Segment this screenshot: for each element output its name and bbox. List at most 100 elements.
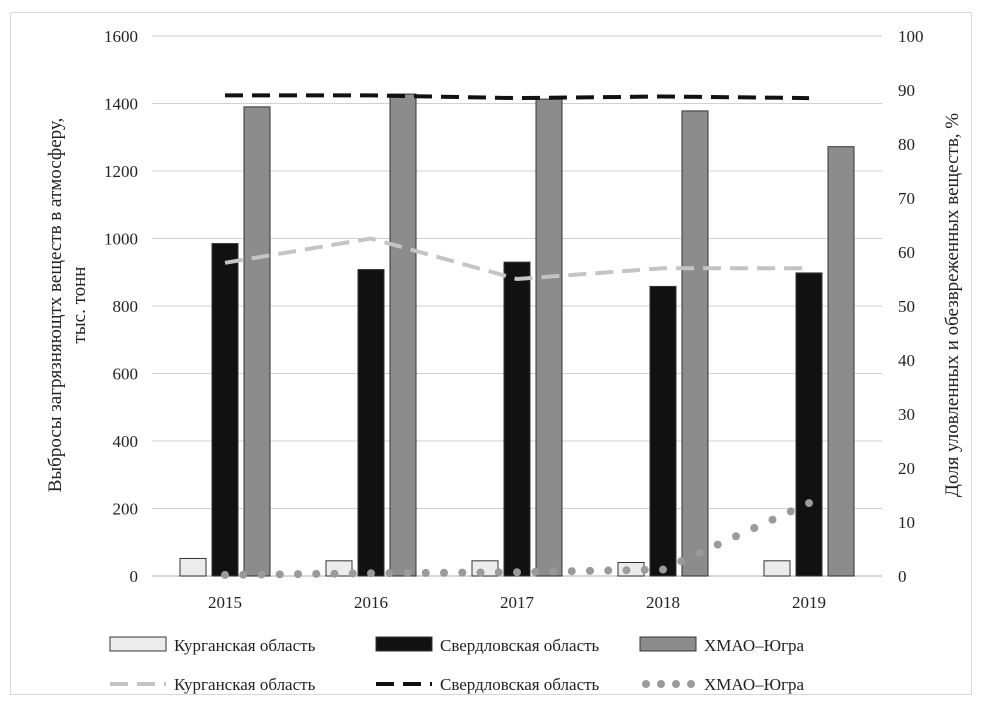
left-axis-title-line2: тыс. тонн	[69, 267, 90, 344]
left-axis-ticks: 0 200 400 600 800 1000 1200 1400 1600	[104, 27, 138, 586]
x-tick-label: 2016	[354, 593, 388, 612]
line-marker-hmao	[695, 548, 704, 557]
line-marker-hmao	[275, 570, 284, 579]
right-tick-label: 30	[898, 405, 915, 424]
left-axis-title-line1: Выбросы загрязняющтх веществ в атмосферу…	[45, 118, 66, 493]
bar	[503, 261, 531, 577]
bar	[357, 269, 385, 577]
line-marker-hmao	[750, 524, 759, 533]
bar	[795, 272, 823, 577]
line-marker-hmao	[513, 568, 521, 577]
line-marker-hmao	[494, 568, 503, 577]
right-tick-label: 80	[898, 135, 915, 154]
legend-label: Свердловская область	[440, 675, 600, 694]
legend-label: ХМАО–Югра	[704, 636, 805, 655]
line-marker-hmao	[622, 566, 631, 575]
bar	[389, 93, 417, 577]
right-tick-label: 100	[898, 27, 924, 46]
bar	[243, 106, 271, 577]
legend-dot	[672, 680, 680, 688]
line-marker-hmao	[659, 565, 667, 574]
x-tick-label: 2017	[500, 593, 535, 612]
legend: Курганская область Свердловская область ХМ…	[109, 636, 805, 694]
bar	[535, 98, 563, 577]
right-tick-label: 40	[898, 351, 915, 370]
bar	[763, 560, 791, 577]
left-tick-label: 1000	[104, 230, 138, 249]
line-marker-hmao	[567, 567, 576, 576]
left-tick-label: 0	[130, 567, 139, 586]
right-tick-label: 60	[898, 243, 915, 262]
right-axis-ticks: 0 10 20 30 40 50 60 70 80 90 100	[898, 27, 924, 586]
chart-frame	[10, 12, 972, 695]
right-tick-label: 0	[898, 567, 907, 586]
bar	[681, 110, 709, 577]
left-tick-label: 1600	[104, 27, 138, 46]
legend-label: Курганская область	[174, 675, 316, 694]
line-marker-hmao	[367, 569, 375, 578]
line-marker-hmao	[294, 570, 302, 579]
line-marker-hmao	[440, 568, 448, 577]
x-axis-ticks: 2015 2016 2017 2018 2019	[208, 593, 826, 612]
right-axis-title: Доля уловленных и обезвреженных веществ,…	[942, 113, 963, 497]
x-tick-label: 2015	[208, 593, 242, 612]
line-marker-hmao	[786, 507, 795, 516]
legend-label: Курганская область	[174, 636, 316, 655]
right-tick-label: 50	[898, 297, 915, 316]
right-tick-label: 20	[898, 459, 915, 478]
line-marker-hmao	[586, 566, 594, 575]
line-marker-hmao	[239, 570, 248, 579]
right-tick-label: 10	[898, 513, 915, 532]
line-marker-hmao	[348, 569, 357, 578]
legend-bar-swatch	[639, 636, 697, 652]
legend-dot	[657, 680, 665, 688]
left-tick-label: 400	[113, 432, 139, 451]
bar	[325, 560, 353, 577]
line-marker-hmao	[385, 569, 394, 578]
lines	[221, 93, 813, 579]
line-marker-hmao	[312, 569, 321, 578]
bar	[617, 562, 645, 577]
legend-dot	[642, 680, 650, 688]
line-marker-hmao	[221, 570, 229, 579]
right-tick-label: 70	[898, 189, 915, 208]
line-marker-hmao	[257, 570, 266, 579]
left-tick-label: 1400	[104, 95, 138, 114]
legend-label: ХМАО–Югра	[704, 675, 805, 694]
right-tick-label: 90	[898, 81, 915, 100]
line-marker-hmao	[458, 568, 467, 577]
x-tick-label: 2018	[646, 593, 680, 612]
left-tick-label: 200	[113, 500, 139, 519]
line-marker-hmao	[732, 532, 740, 541]
legend-bar-swatch	[375, 636, 433, 652]
line-marker-hmao	[531, 567, 540, 576]
line-marker-hmao	[640, 565, 649, 574]
legend-bar-swatch	[109, 636, 167, 652]
left-tick-label: 800	[113, 297, 139, 316]
line-marker-hmao	[604, 566, 613, 575]
line-marker-hmao	[476, 568, 485, 577]
line-marker-hmao	[421, 568, 430, 577]
left-tick-label: 1200	[104, 162, 138, 181]
line-series	[224, 236, 809, 282]
gridlines	[152, 35, 882, 577]
legend-dot	[687, 680, 695, 688]
legend-label: Свердловская область	[440, 636, 600, 655]
line-marker-hmao	[549, 567, 558, 576]
bar	[827, 146, 855, 577]
line-marker-hmao	[805, 499, 813, 508]
bar	[471, 560, 499, 577]
line-marker-hmao	[713, 540, 722, 549]
bars	[179, 93, 855, 577]
bar	[179, 557, 207, 577]
line-marker-hmao	[768, 515, 777, 524]
x-tick-label: 2019	[792, 593, 826, 612]
line-marker-hmao	[403, 569, 412, 578]
line-marker-hmao	[330, 569, 339, 578]
line-series	[225, 93, 810, 101]
left-tick-label: 600	[113, 365, 139, 384]
line-marker-hmao	[677, 557, 686, 566]
bar	[649, 285, 677, 577]
bar	[211, 243, 239, 577]
